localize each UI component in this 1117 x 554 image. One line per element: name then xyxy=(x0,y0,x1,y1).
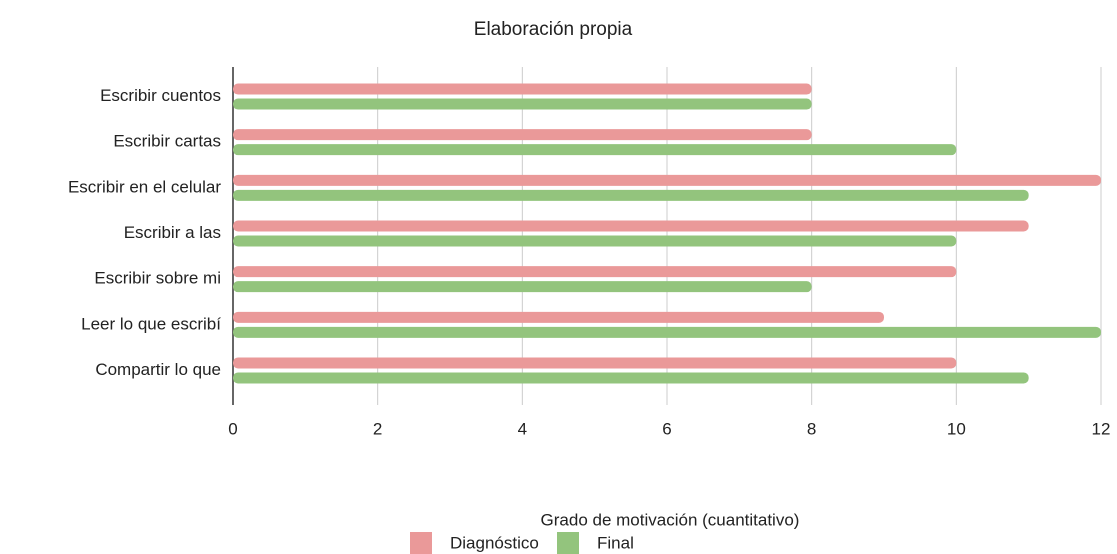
bar xyxy=(233,235,957,247)
x-tick-label: 4 xyxy=(518,419,527,438)
x-tick-label: 8 xyxy=(807,419,816,438)
bar xyxy=(233,129,812,141)
bar xyxy=(233,83,812,95)
y-tick-label: Leer lo que escribí xyxy=(81,314,221,333)
y-tick-label: Escribir sobre mi xyxy=(94,269,221,288)
bar xyxy=(233,98,812,110)
bar xyxy=(233,220,1029,232)
chart-title: Elaboración propia xyxy=(474,19,633,40)
y-tick-label: Compartir lo que xyxy=(95,360,221,379)
bar xyxy=(233,266,957,278)
y-tick-label: Escribir cuentos xyxy=(100,86,221,105)
x-tick-label: 12 xyxy=(1092,419,1111,438)
bar xyxy=(233,144,957,156)
x-tick-label: 6 xyxy=(662,419,671,438)
bar xyxy=(233,281,812,293)
x-axis-label: Grado de motivación (cuantitativo) xyxy=(541,510,800,529)
bar xyxy=(233,372,1029,384)
legend-swatch xyxy=(410,532,432,554)
x-tick-label: 0 xyxy=(228,419,237,438)
bar xyxy=(233,174,1101,186)
y-tick-label: Escribir a las xyxy=(124,223,221,242)
bar xyxy=(233,189,1029,201)
y-tick-label: Escribir en el celular xyxy=(68,177,221,196)
legend-label: Final xyxy=(597,533,634,552)
x-tick-label: 2 xyxy=(373,419,382,438)
bar xyxy=(233,311,884,323)
bar xyxy=(233,357,957,369)
legend-label: Diagnóstico xyxy=(450,533,539,552)
y-tick-label: Escribir cartas xyxy=(113,132,221,151)
x-tick-label: 10 xyxy=(947,419,966,438)
bar xyxy=(233,326,1101,338)
legend-swatch xyxy=(557,532,579,554)
